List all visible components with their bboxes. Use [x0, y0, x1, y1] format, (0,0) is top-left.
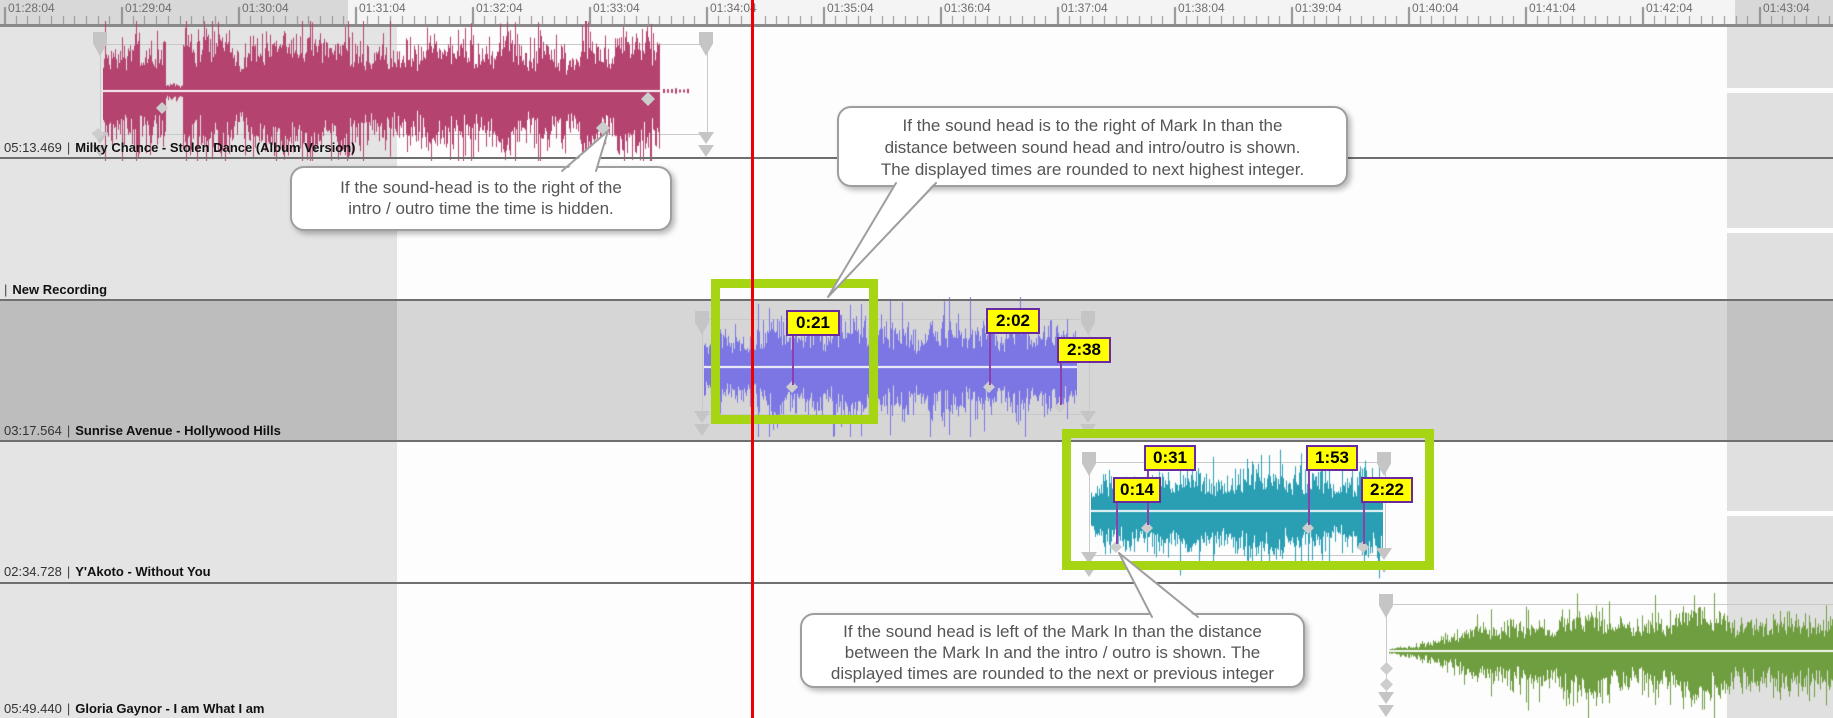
- ruler-timestamp: 01:42:04: [1646, 1, 1693, 15]
- callout-line: intro / outro time the time is hidden.: [348, 199, 614, 218]
- ruler-timestamp: 01:36:04: [944, 1, 991, 15]
- marker-diamond-icon[interactable]: [1110, 541, 1122, 553]
- time-badge-markin: 0:14: [1113, 477, 1161, 503]
- ruler-timestamp: 01:43:04: [1763, 1, 1810, 15]
- track-separator: [0, 299, 1833, 301]
- fade-handle-icon[interactable]: [698, 145, 714, 157]
- row3-left-band: [0, 301, 397, 440]
- row2-right-band: [1727, 159, 1833, 228]
- row3-right-band: [1727, 301, 1833, 440]
- label-divider: |: [66, 701, 71, 716]
- ruler-timestamp: 01:28:04: [8, 1, 55, 15]
- marker-diamond-icon[interactable]: [1357, 541, 1369, 553]
- track-label-milky-chance: 05:13.469 | Milky Chance - Stolen Dance (A…: [4, 140, 356, 155]
- row4-right-band: [1727, 442, 1833, 511]
- track-title: Gloria Gaynor - I am What I am: [75, 701, 265, 716]
- callout-line: distance between sound head and intro/ou…: [884, 138, 1301, 157]
- ruler-timestamp: 01:38:04: [1178, 1, 1225, 15]
- playhead-sound-head[interactable]: [751, 0, 754, 718]
- ruler-timestamp: 01:37:04: [1061, 1, 1108, 15]
- ruler-timestamp: 01:39:04: [1295, 1, 1342, 15]
- row1-right-band: [1727, 93, 1833, 157]
- highlight-box-yakoto: [1062, 429, 1434, 570]
- marker-diamond-icon[interactable]: [1380, 662, 1393, 675]
- ruler-timestamp: 01:33:04: [593, 1, 640, 15]
- intro-marker-line[interactable]: [792, 315, 794, 385]
- track-duration: 05:49.440: [4, 701, 62, 716]
- marker-diamond-icon[interactable]: [983, 381, 995, 393]
- label-divider: |: [66, 140, 71, 155]
- markin-marker-line[interactable]: [1116, 481, 1118, 544]
- ruler-ticks: [0, 0, 1833, 24]
- track-title: Milky Chance - Stolen Dance (Album Versi…: [75, 140, 356, 155]
- ruler-timestamp: 01:41:04: [1529, 1, 1576, 15]
- callout-line: The displayed times are rounded to next …: [880, 160, 1305, 179]
- marker-diamond-icon[interactable]: [786, 381, 798, 393]
- label-divider: |: [66, 423, 71, 438]
- callout-line: If the sound head is left of the Mark In…: [843, 622, 1262, 641]
- track-title: Sunrise Avenue - Hollywood Hills: [75, 423, 281, 438]
- callout-time-hidden: If the sound-head is to the right of the…: [290, 166, 672, 231]
- callout-left-of-markin: If the sound head is left of the Mark In…: [800, 613, 1305, 688]
- track-duration: 02:34.728: [4, 564, 62, 579]
- outro-marker-line[interactable]: [989, 312, 991, 385]
- row2-right-band: [1727, 233, 1833, 299]
- marker-diamond-icon[interactable]: [1380, 678, 1393, 691]
- callout-line: displayed times are rounded to the next …: [830, 664, 1275, 683]
- time-badge-outro: 1:53: [1306, 445, 1358, 471]
- callout-right-of-markin: If the sound head is to the right of Mar…: [837, 106, 1348, 187]
- row4-left-band: [0, 442, 397, 582]
- marker-diamond-icon[interactable]: [1141, 522, 1153, 534]
- track-separator: [0, 440, 1833, 442]
- track-title: Y'Akoto - Without You: [75, 564, 211, 579]
- track-label-gloria-gaynor: 05:49.440 | Gloria Gaynor - I am What I am: [4, 701, 265, 716]
- fade-handle-icon[interactable]: [698, 132, 714, 144]
- intro-marker-icon[interactable]: [156, 102, 168, 114]
- track-label-yakoto: 02:34.728 | Y'Akoto - Without You: [4, 564, 211, 579]
- label-divider: |: [4, 282, 8, 297]
- ruler-timestamp: 01:35:04: [827, 1, 874, 15]
- ruler-timestamp: 01:40:04: [1412, 1, 1459, 15]
- outro-marker-icon[interactable]: [641, 92, 655, 106]
- row1-right-band: [1727, 27, 1833, 88]
- markout-marker-line[interactable]: [1363, 481, 1365, 544]
- time-badge-intro: 0:31: [1144, 445, 1196, 471]
- time-badge-markout: 2:38: [1057, 337, 1111, 363]
- ruler-timestamp: 01:29:04: [125, 1, 172, 15]
- ruler-timestamp: 01:30:04: [242, 1, 289, 15]
- waveform-gloria-gaynor[interactable]: [1389, 581, 1833, 718]
- time-badge-intro: 0:21: [786, 310, 840, 336]
- track-label-new-recording: | New Recording: [4, 282, 107, 297]
- ruler-timestamp: 01:32:04: [476, 1, 523, 15]
- time-badge-markout: 2:22: [1361, 477, 1413, 503]
- callout-line: between the Mark In and the intro / outr…: [844, 643, 1261, 662]
- label-divider: |: [66, 564, 71, 579]
- row4-right-band: [1727, 516, 1833, 582]
- ruler-timestamp: 01:31:04: [359, 1, 406, 15]
- marker-diamond-icon[interactable]: [1054, 401, 1066, 413]
- intro-marker-icon[interactable]: [92, 128, 104, 140]
- timeline-ruler[interactable]: 01:28:04 01:29:04 01:30:04 01:31:04 01:32:04…: [0, 0, 1833, 24]
- track-label-sunrise-avenue: 03:17.564 | Sunrise Avenue - Hollywood Hil…: [4, 423, 281, 438]
- callout-line: If the sound head is to the right of Mar…: [902, 116, 1283, 135]
- ruler-timestamp: 01:34:04: [710, 1, 757, 15]
- track-separator: [0, 582, 1833, 584]
- marker-diamond-icon[interactable]: [1302, 522, 1314, 534]
- highlight-box-sunrise: [711, 279, 878, 424]
- track-title: New Recording: [12, 282, 108, 297]
- ruler-bottom-border: [0, 24, 1833, 27]
- track-duration: 03:17.564: [4, 423, 62, 438]
- track-duration: 05:13.469: [4, 140, 62, 155]
- time-badge-outro: 2:02: [986, 308, 1040, 334]
- outro-marker-line[interactable]: [1308, 449, 1310, 525]
- row5-left-band: [0, 584, 397, 718]
- markout-marker-line[interactable]: [1060, 341, 1062, 405]
- callout-line: If the sound-head is to the right of the: [340, 178, 622, 197]
